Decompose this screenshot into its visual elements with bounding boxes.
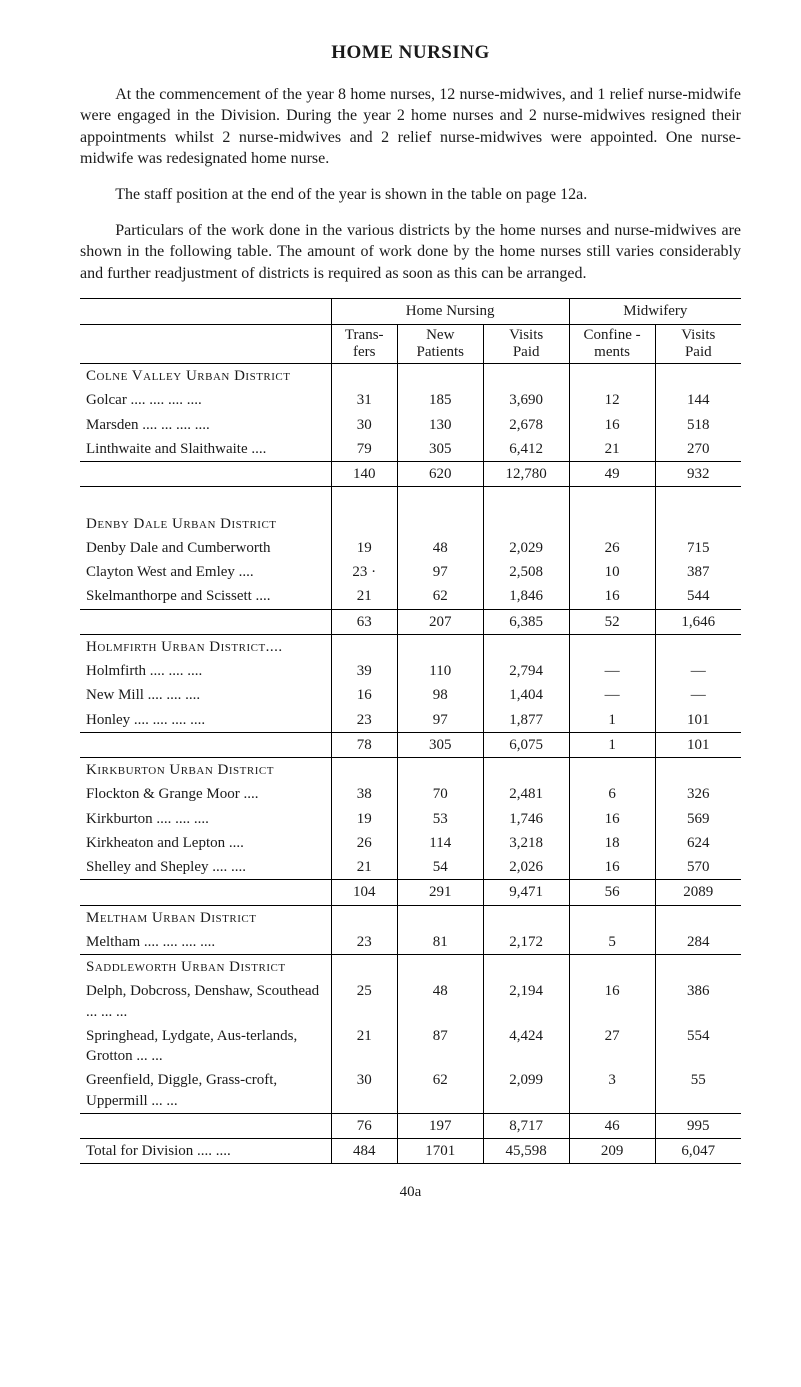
section-heading: Denby Dale Urban District xyxy=(80,512,331,536)
section-heading: Holmfirth Urban District.... xyxy=(80,634,331,659)
table-row: Honley .... .... .... .... 23 97 1,877 1… xyxy=(80,708,741,733)
paragraph: At the commencement of the year 8 home n… xyxy=(80,84,741,170)
table-row: Flockton & Grange Moor .... 38 70 2,481 … xyxy=(80,782,741,806)
table-row: Kirkheaton and Lepton .... 26 114 3,218 … xyxy=(80,831,741,855)
subtotal-row: 63 207 6,385 52 1,646 xyxy=(80,609,741,634)
subtotal-row: 104 291 9,471 56 2089 xyxy=(80,880,741,905)
subtotal-row: 76 197 8,717 46 995 xyxy=(80,1113,741,1138)
table-row: Marsden .... ... .... .... 30 130 2,678 … xyxy=(80,413,741,437)
table-row: Kirkburton .... .... .... 19 53 1,746 16… xyxy=(80,807,741,831)
paragraph: The staff position at the end of the yea… xyxy=(80,184,741,206)
table-row: Clayton West and Emley .... 23 · 97 2,50… xyxy=(80,560,741,584)
table-row: Denby Dale and Cumberworth 19 48 2,029 2… xyxy=(80,536,741,560)
section-heading: Meltham Urban District xyxy=(80,905,331,930)
col-header-visits-paid: VisitsPaid xyxy=(483,324,569,364)
page-number: 40a xyxy=(80,1182,741,1202)
table-row: New Mill .... .... .... 16 98 1,404 — — xyxy=(80,683,741,707)
table-row: Springhead, Lydgate, Aus-terlands, Grott… xyxy=(80,1024,741,1069)
col-header-confinements: Confine -ments xyxy=(569,324,655,364)
nursing-table: Home Nursing Midwifery Trans-fers NewPat… xyxy=(80,298,741,1164)
table-row: Golcar .... .... .... .... 31 185 3,690 … xyxy=(80,388,741,412)
table-row: Skelmanthorpe and Scissett .... 21 62 1,… xyxy=(80,584,741,609)
page-title: HOME NURSING xyxy=(80,40,741,66)
section-heading: Colne Valley Urban District xyxy=(80,364,331,389)
group-header-midwifery: Midwifery xyxy=(569,299,741,324)
table-row: Linthwaite and Slaithwaite .... 79 305 6… xyxy=(80,437,741,462)
table-row: Greenfield, Diggle, Grass-croft, Uppermi… xyxy=(80,1068,741,1113)
col-header-new-patients: NewPatients xyxy=(397,324,483,364)
table-row: Meltham .... .... .... .... 23 81 2,172 … xyxy=(80,930,741,955)
table-row: Delph, Dobcross, Denshaw, Scouthead ... … xyxy=(80,979,741,1024)
col-header-transfers: Trans-fers xyxy=(331,324,397,364)
empty-cell xyxy=(80,299,331,324)
subtotal-row: 78 305 6,075 1 101 xyxy=(80,732,741,757)
section-heading: Kirkburton Urban District xyxy=(80,758,331,783)
total-row: Total for Division .... .... 484 1701 45… xyxy=(80,1139,741,1164)
col-header-visits-paid-mw: VisitsPaid xyxy=(655,324,741,364)
section-heading: Saddleworth Urban District xyxy=(80,955,331,980)
subtotal-row: 140 620 12,780 49 932 xyxy=(80,462,741,487)
paragraph: Particulars of the work done in the vari… xyxy=(80,220,741,285)
empty-cell xyxy=(80,324,331,364)
group-header-home-nursing: Home Nursing xyxy=(331,299,569,324)
table-row: Holmfirth .... .... .... 39 110 2,794 — … xyxy=(80,659,741,683)
table-row: Shelley and Shepley .... .... 21 54 2,02… xyxy=(80,855,741,880)
